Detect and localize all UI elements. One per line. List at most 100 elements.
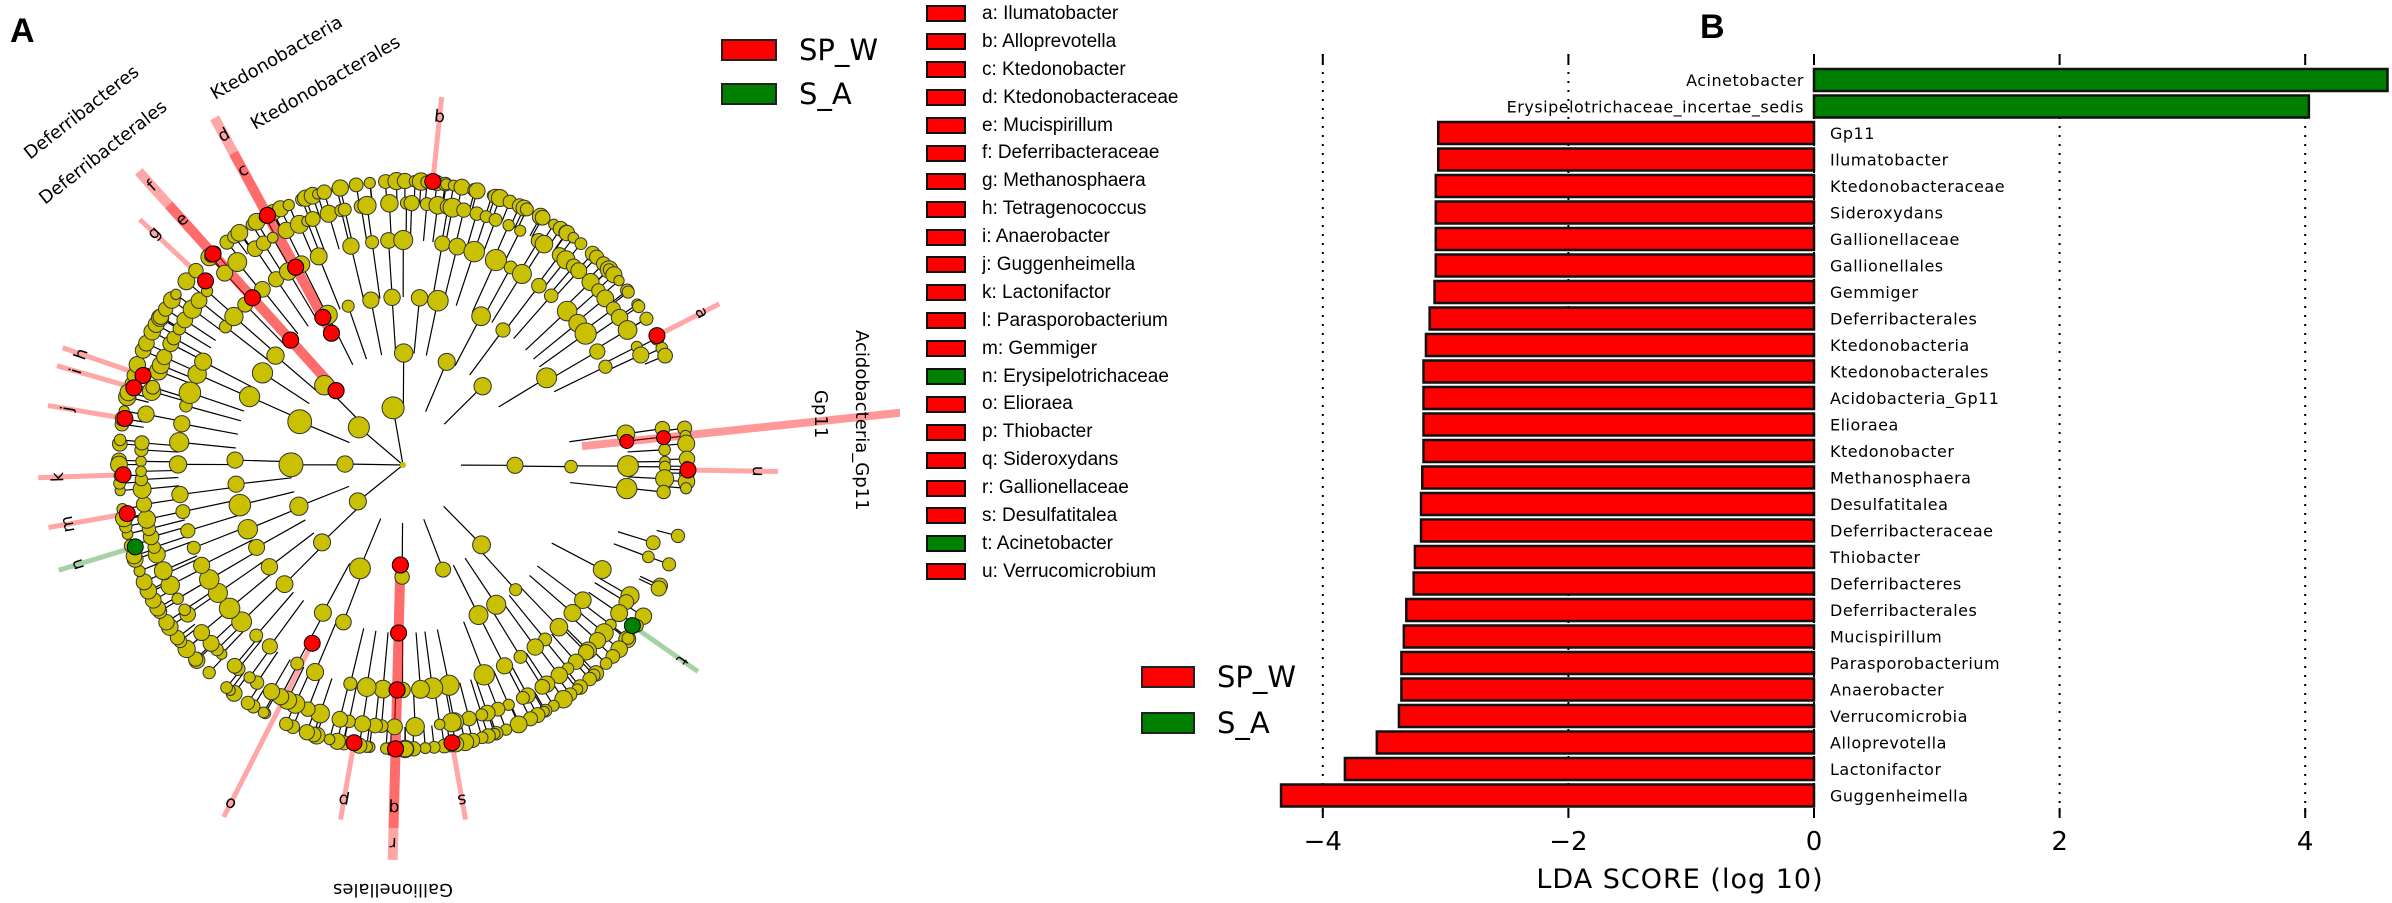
taxa-label: a: Ilumatobacter bbox=[982, 2, 1119, 24]
branch bbox=[350, 245, 365, 302]
taxa-label: o: Elioraea bbox=[982, 393, 1073, 415]
taxa-label: d: Ktedonobacteraceae bbox=[982, 86, 1179, 108]
branch bbox=[287, 271, 318, 321]
bar bbox=[1434, 253, 1816, 278]
bar bbox=[1428, 306, 1816, 331]
highlighted-node bbox=[648, 327, 666, 345]
highlight-wedge bbox=[581, 408, 900, 451]
node bbox=[243, 671, 256, 684]
branch bbox=[275, 278, 309, 327]
node bbox=[616, 477, 638, 500]
node bbox=[427, 289, 449, 312]
node bbox=[289, 496, 309, 516]
bar-label: Deferribacteraceae bbox=[1830, 522, 1994, 541]
taxa-label: r: Gallionellaceae bbox=[982, 477, 1129, 499]
highlight-wedge bbox=[134, 168, 340, 395]
branch bbox=[357, 464, 404, 502]
clade-name-label: Acidobacteria_Gp11 bbox=[851, 330, 872, 511]
x-axis-title: LDA SCORE (log 10) bbox=[1536, 864, 1823, 895]
bar bbox=[1402, 624, 1816, 649]
node bbox=[574, 591, 592, 609]
node bbox=[534, 234, 554, 254]
highlighted-node bbox=[679, 461, 697, 479]
node bbox=[472, 535, 491, 555]
highlight-wedge bbox=[57, 544, 136, 573]
node bbox=[261, 638, 278, 655]
branch bbox=[185, 405, 242, 422]
clade-letter-label: h bbox=[70, 346, 92, 363]
bar-label: Ktedonobacter bbox=[1830, 442, 1954, 461]
taxa-swatch bbox=[926, 423, 966, 441]
highlight-wedge bbox=[38, 472, 124, 481]
node bbox=[305, 663, 325, 682]
taxa-label: g: Methanosphaera bbox=[982, 170, 1146, 192]
bar-label: Gallionellales bbox=[1830, 257, 1944, 276]
node bbox=[543, 288, 559, 303]
node bbox=[461, 710, 477, 727]
highlight-wedge bbox=[48, 511, 128, 530]
bar-label: Ktedonobacteria bbox=[1830, 336, 1970, 355]
highlight-wedge bbox=[47, 403, 126, 421]
taxa-label: i: Anaerobacter bbox=[982, 226, 1110, 248]
bar bbox=[1343, 756, 1816, 782]
node bbox=[362, 291, 380, 309]
branch bbox=[504, 285, 540, 332]
highlighted-node bbox=[314, 308, 332, 326]
branch bbox=[508, 594, 546, 640]
panel-b-label: B bbox=[1700, 8, 1725, 46]
branch bbox=[469, 329, 504, 376]
taxa-swatch bbox=[926, 535, 966, 553]
taxa-label: e: Mucispirillum bbox=[982, 114, 1113, 136]
node bbox=[475, 708, 489, 722]
node bbox=[190, 292, 208, 309]
bar-label: Gallionellaceae bbox=[1830, 230, 1960, 249]
legend-item-s-a: S_A bbox=[721, 74, 878, 114]
node bbox=[677, 434, 696, 453]
legend-label: SP_W bbox=[799, 33, 879, 67]
bar bbox=[1422, 412, 1816, 437]
legend-item-sp-w: SP_W bbox=[721, 30, 878, 70]
node bbox=[645, 535, 661, 551]
node bbox=[456, 202, 472, 218]
bar-label: Parasporobacterium bbox=[1830, 654, 2000, 673]
node bbox=[453, 178, 471, 196]
node bbox=[468, 605, 489, 626]
s-a-swatch bbox=[721, 83, 777, 105]
clade-letter-label: a bbox=[690, 304, 713, 322]
node bbox=[657, 347, 673, 364]
bar-label: Elioraea bbox=[1830, 416, 1899, 435]
clade-letter-label: q bbox=[388, 798, 399, 818]
taxa-label: n: Erysipelotrichaceae bbox=[982, 365, 1169, 387]
node bbox=[323, 733, 336, 746]
branch bbox=[553, 366, 606, 393]
node bbox=[193, 556, 211, 574]
taxa-label: b: Alloprevotella bbox=[982, 30, 1117, 52]
node bbox=[509, 715, 528, 734]
cladogram-highlights bbox=[38, 96, 900, 860]
node bbox=[175, 504, 191, 520]
taxa-legend-item: h: Tetragenococcus bbox=[926, 195, 1182, 223]
branch bbox=[518, 585, 560, 628]
node bbox=[448, 237, 467, 256]
bar bbox=[1422, 385, 1816, 411]
branch bbox=[284, 543, 325, 585]
node bbox=[335, 613, 352, 631]
node bbox=[238, 385, 261, 408]
bar bbox=[1375, 730, 1816, 755]
taxa-label: c: Ktedonobacter bbox=[982, 58, 1126, 80]
node bbox=[171, 485, 189, 504]
node bbox=[621, 285, 635, 299]
node bbox=[227, 252, 248, 273]
node bbox=[145, 379, 161, 395]
node bbox=[169, 432, 190, 453]
node bbox=[170, 288, 182, 301]
bar-label: Gp11 bbox=[1830, 124, 1875, 143]
node bbox=[610, 604, 629, 623]
node bbox=[563, 603, 582, 622]
bar bbox=[1422, 438, 1816, 464]
node bbox=[549, 617, 569, 637]
bar bbox=[1812, 94, 2311, 119]
taxa-legend-item: n: Erysipelotrichaceae bbox=[926, 363, 1182, 391]
taxa-legend-item: u: Verrucomicrobium bbox=[926, 558, 1182, 586]
branch bbox=[318, 256, 341, 310]
